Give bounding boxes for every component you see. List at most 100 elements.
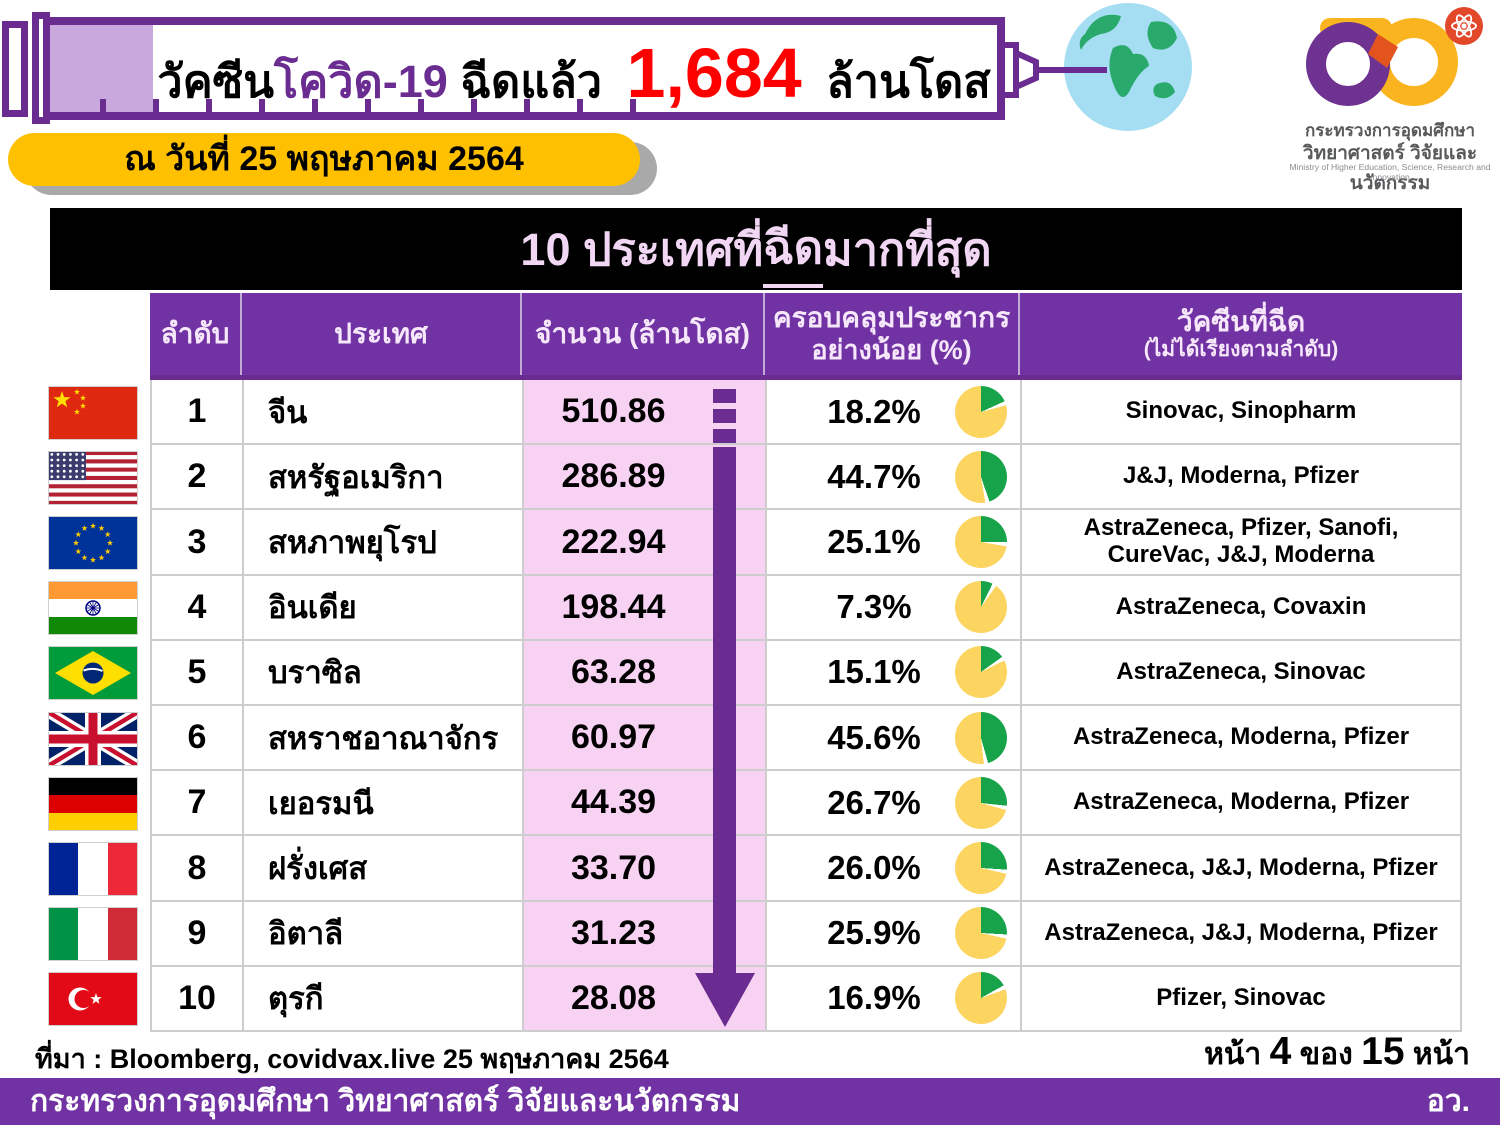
vaccines-cell: AstraZeneca, Moderna, Pfizer (1020, 771, 1460, 835)
coverage-pie-chart (955, 711, 1007, 764)
rank-cell: 4 (187, 587, 207, 626)
country-cell: อิตาลี (242, 901, 522, 965)
vaccines-cell: AstraZeneca, Sinovac (1020, 640, 1460, 705)
table-row: 3 สหภาพยุโรป 222.94 25.1% AstraZeneca, Pfize… (152, 510, 1460, 576)
footer-abbrev: อว. (1426, 1085, 1470, 1118)
column-header-vaccines-title: วัคซีนที่ฉีด (1176, 305, 1306, 337)
title-total-doses: 1,684 (626, 34, 802, 112)
table-row: 2 สหรัฐอเมริกา 286.89 44.7% J&J, Moderna, Pf… (152, 445, 1460, 511)
flag-eu-icon (48, 510, 138, 575)
coverage-cell: 26.0% (765, 836, 1020, 900)
title-vaccine: วัคซีน (157, 56, 274, 107)
coverage-cell: 25.9% (765, 901, 1020, 965)
vaccines-cell: AstraZeneca, Covaxin (1020, 575, 1460, 639)
ministry-name-en: Ministry of Higher Education, Science, R… (1289, 162, 1491, 182)
source-line: ที่มา : Bloomberg, covidvax.live 25 พฤษภ… (35, 1044, 669, 1074)
coverage-cell: 44.7% (765, 445, 1020, 509)
section-title-prefix: 10 ประเทศที่ (520, 224, 764, 275)
flag-india-icon (48, 576, 138, 641)
rank-cell: 3 (187, 522, 207, 561)
section-title-suffix: มากที่สุด (823, 224, 992, 275)
coverage-cell: 26.7% (765, 771, 1020, 835)
flag-france-icon (48, 836, 138, 901)
page-of: ของ (1291, 1038, 1362, 1071)
country-cell: บราซิล (242, 640, 522, 705)
coverage-cell: 15.1% (765, 640, 1020, 705)
coverage-pie-chart (955, 385, 1007, 438)
table-body: 1 จีน 510.86 18.2% Sinovac, Sinopharm 2 สหรัฐอ… (150, 380, 1462, 1033)
country-cell: สหรัฐอเมริกา (242, 445, 522, 509)
page-current: 4 (1269, 1030, 1292, 1073)
syringe-plunger-icon (2, 21, 28, 117)
country-cell: อินเดีย (242, 575, 522, 639)
coverage-percent: 16.9% (827, 979, 921, 1017)
country-cell: ตุรกี (242, 966, 522, 1031)
coverage-percent: 44.7% (827, 457, 921, 495)
column-header-coverage-line2: อย่างน้อย (%) (811, 334, 972, 365)
vaccines-cell: Pfizer, Sinovac (1020, 966, 1460, 1031)
rank-cell: 10 (178, 978, 216, 1017)
coverage-cell: 7.3% (765, 575, 1020, 639)
title-covid19: โควิด-19 (274, 56, 448, 107)
syringe-needle-icon (999, 42, 1107, 98)
coverage-percent: 25.9% (827, 914, 921, 952)
column-header-coverage-line1: ครอบคลุมประชากร (772, 302, 1011, 334)
table-row: 8 ฝรั่งเศส 33.70 26.0% AstraZeneca, J&J, Mod… (152, 836, 1460, 902)
country-cell: เยอรมนี (242, 771, 522, 835)
coverage-percent: 18.2% (827, 392, 921, 430)
coverage-pie-chart (955, 450, 1007, 503)
coverage-pie-chart (955, 581, 1007, 634)
arrow-dash-segment (713, 429, 736, 443)
table-header: ลำดับ ประเทศ จำนวน (ล้านโดส) ครอบคลุมประ… (150, 293, 1462, 380)
coverage-percent: 7.3% (836, 588, 912, 626)
coverage-cell: 16.9% (765, 966, 1020, 1031)
page-title: วัคซีนโควิด-19 ฉีดแล้ว 1,684 ล้านโดส (157, 25, 991, 112)
table-row: 5 บราซิล 63.28 15.1% AstraZeneca, Sinovac (152, 640, 1460, 707)
ministry-logo-icon (1306, 7, 1483, 106)
vaccines-cell: Sinovac, Sinopharm (1020, 380, 1460, 444)
coverage-pie-chart (955, 907, 1007, 960)
rank-cell: 9 (187, 913, 207, 952)
syringe-scale-ticks (100, 99, 675, 112)
footer-bar: กระทรวงการอุดมศึกษา วิทยาศาสตร์ วิจัยและ… (0, 1078, 1500, 1125)
rank-cell: 7 (187, 783, 207, 822)
coverage-cell: 25.1% (765, 510, 1020, 574)
rank-cell: 1 (187, 392, 207, 431)
syringe-fill (45, 25, 153, 112)
table-row: 1 จีน 510.86 18.2% Sinovac, Sinopharm (152, 380, 1460, 446)
title-injected: ฉีดแล้ว (447, 56, 615, 107)
flag-turkey-icon (48, 967, 138, 1032)
flag-uk-icon (48, 706, 138, 771)
descending-arrow-head (695, 973, 755, 1027)
flag-china-icon (48, 380, 138, 445)
coverage-percent: 15.1% (827, 653, 921, 691)
table-row: 9 อิตาลี 31.23 25.9% AstraZeneca, J&J, Moder… (152, 901, 1460, 967)
syringe-cap-icon (32, 12, 50, 124)
column-header-vaccines: วัคซีนที่ฉีด (ไม่ได้เรียงตามลำดับ) (1018, 293, 1462, 375)
ministry-name-th-1: กระทรวงการอุดมศึกษา (1305, 121, 1475, 140)
column-header-amount: จำนวน (ล้านโดส) (520, 293, 763, 375)
coverage-percent: 25.1% (827, 523, 921, 560)
rank-cell: 5 (187, 652, 207, 691)
coverage-cell: 18.2% (765, 380, 1020, 444)
coverage-pie-chart (955, 776, 1007, 829)
table-row: 6 สหราชอาณาจักร 60.97 45.6% AstraZeneca, Mod… (152, 706, 1460, 772)
column-header-vaccines-note: (ไม่ได้เรียงตามลำดับ) (1143, 338, 1339, 362)
table-row: 10 ตุรกี 28.08 16.9% Pfizer, Sinovac (152, 966, 1460, 1033)
coverage-percent: 26.0% (827, 849, 921, 887)
rank-cell: 6 (187, 718, 207, 757)
vaccines-cell: J&J, Moderna, Pfizer (1020, 445, 1460, 509)
arrow-dash-segment (713, 409, 736, 423)
country-cell: จีน (242, 380, 522, 444)
flag-brazil-icon (48, 641, 138, 706)
globe-icon (1064, 3, 1192, 131)
page-total: 15 (1361, 1030, 1405, 1073)
column-header-rank: ลำดับ (160, 317, 230, 349)
country-cell: สหภาพยุโรป (242, 510, 522, 574)
coverage-cell: 45.6% (765, 706, 1020, 770)
rank-cell: 2 (187, 457, 207, 496)
footer-ministry: กระทรวงการอุดมศึกษา วิทยาศาสตร์ วิจัยและ… (30, 1085, 741, 1118)
flag-usa-icon (48, 445, 138, 510)
table-row: 7 เยอรมนี 44.39 26.7% AstraZeneca, Moderna, … (152, 771, 1460, 837)
